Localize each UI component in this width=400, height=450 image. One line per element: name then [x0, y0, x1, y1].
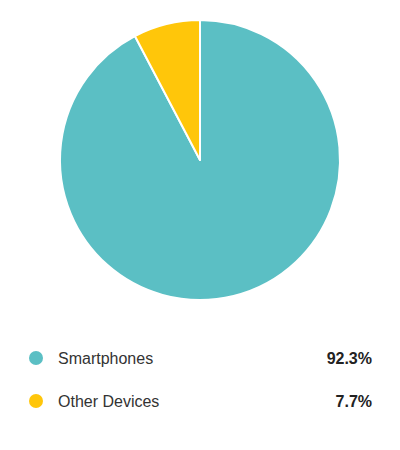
legend-swatch	[29, 351, 43, 365]
legend-swatch	[29, 394, 43, 408]
legend-item: Smartphones 92.3%	[29, 350, 372, 367]
legend-item: Other Devices 7.7%	[29, 393, 372, 410]
pie	[60, 20, 340, 300]
legend: Smartphones 92.3% Other Devices 7.7%	[29, 350, 372, 410]
legend-label: Other Devices	[58, 393, 159, 410]
legend-value: 92.3%	[327, 350, 372, 367]
chart: Smartphones 92.3% Other Devices 7.7%	[0, 0, 400, 450]
legend-label: Smartphones	[58, 350, 153, 367]
slice	[60, 20, 340, 300]
legend-value: 7.7%	[336, 393, 372, 410]
slice	[135, 20, 200, 160]
